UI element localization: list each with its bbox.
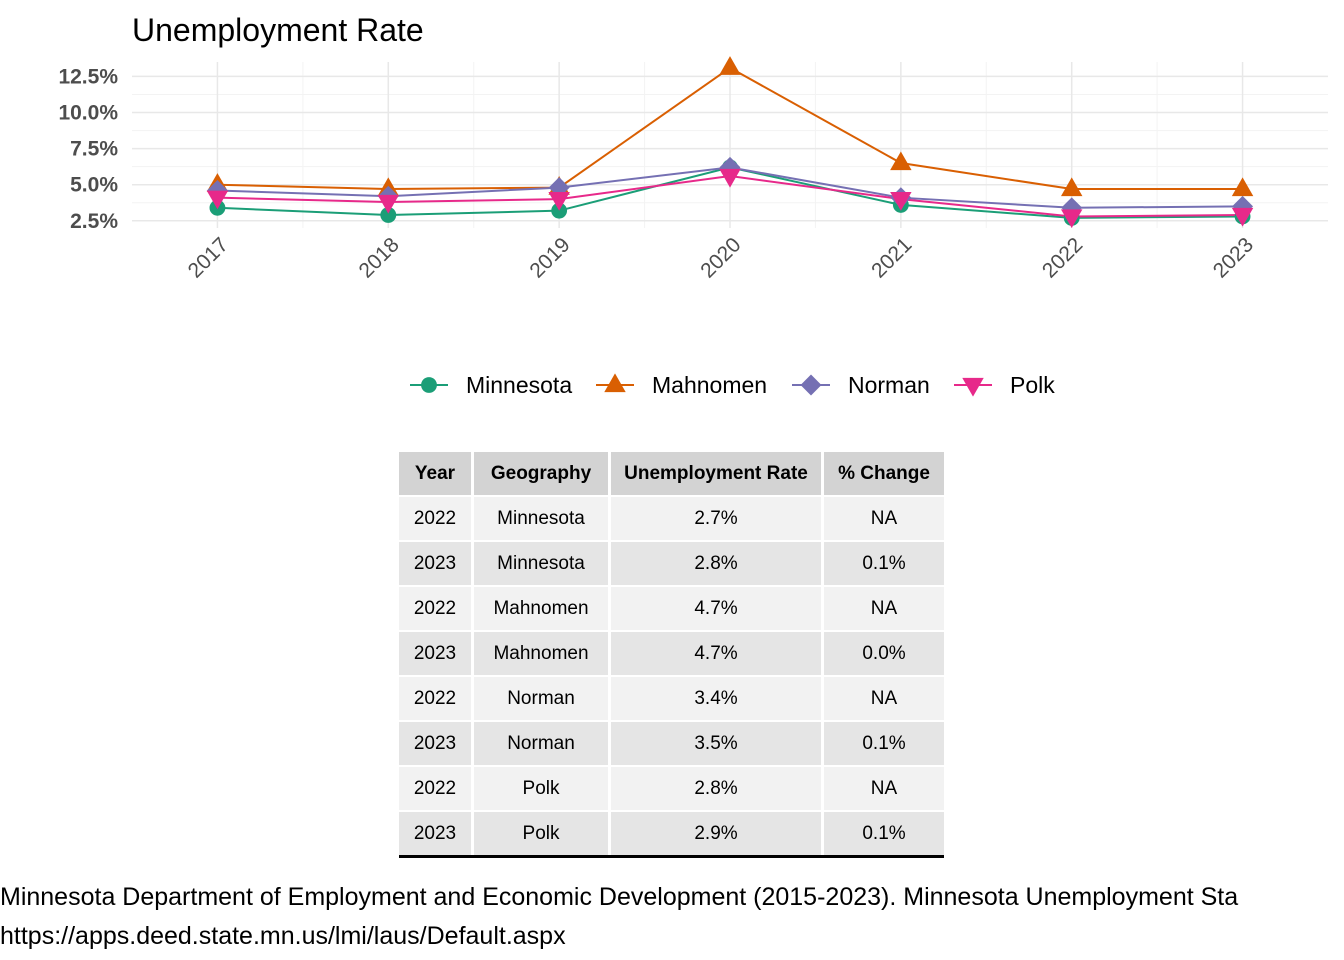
chart-title: Unemployment Rate	[132, 12, 424, 48]
legend-marker	[604, 373, 626, 393]
unemployment-chart: Unemployment Rate 2.5% 5.0% 7.5% 10.0% 12.5%…	[58, 12, 1328, 398]
data-point-polk	[890, 192, 912, 211]
legend-label: Minnesota	[466, 372, 572, 398]
y-axis-ticks: 2.5% 5.0% 7.5% 10.0% 12.5%	[58, 65, 118, 232]
data-point-polk	[206, 190, 229, 210]
table-cell: Mahnomen	[474, 587, 611, 632]
legend-item-minnesota: Minnesota	[410, 372, 572, 398]
table-cell: 2.7%	[611, 497, 824, 542]
table-cell: Minnesota	[474, 497, 611, 542]
source-url[interactable]: https://apps.deed.state.mn.us/lmi/laus/D…	[0, 922, 566, 950]
table-cell: Polk	[474, 767, 611, 812]
table-cell: 2023	[399, 632, 474, 677]
table-cell: 2.8%	[611, 542, 824, 587]
y-tick-label: 2.5%	[70, 210, 118, 233]
x-tick-label: 2021	[867, 233, 916, 282]
table-cell: NA	[824, 767, 944, 812]
data-point-polk	[1231, 207, 1254, 227]
y-tick-label: 12.5%	[58, 65, 118, 88]
header-year: Year	[399, 452, 474, 497]
legend-marker	[421, 377, 437, 393]
x-tick-label: 2018	[355, 233, 404, 282]
data-point-polk	[719, 168, 741, 188]
source-citation: Minnesota Department of Employment and E…	[0, 883, 1239, 911]
table-cell: NA	[824, 497, 944, 542]
x-tick-label: 2020	[696, 233, 745, 282]
table-row: 2023 Polk 2.9% 0.1%	[399, 812, 944, 855]
table-cell: NA	[824, 677, 944, 722]
legend-label: Norman	[848, 372, 930, 398]
y-tick-label: 7.5%	[70, 138, 118, 161]
chart-series	[206, 56, 1254, 229]
table-cell: 2.9%	[611, 812, 824, 855]
table-cell: 2.8%	[611, 767, 824, 812]
legend-marker	[800, 374, 822, 396]
x-tick-label: 2017	[184, 233, 233, 282]
table-cell: NA	[824, 587, 944, 632]
table-row: 2023 Mahnomen 4.7% 0.0%	[399, 632, 944, 677]
table-cell: 2023	[399, 812, 474, 855]
legend-item-mahnomen: Mahnomen	[596, 372, 767, 398]
header-percent-change: % Change	[824, 452, 944, 497]
header-geography: Geography	[474, 452, 611, 497]
table-cell: Minnesota	[474, 542, 611, 587]
legend-item-polk: Polk	[954, 372, 1055, 398]
table-header-row: Year Geography Unemployment Rate % Chang…	[399, 452, 944, 497]
table-cell: Norman	[474, 722, 611, 767]
table-row: 2022 Norman 3.4% NA	[399, 677, 944, 722]
table-row: 2023 Norman 3.5% 0.1%	[399, 722, 944, 767]
table-cell: 2023	[399, 722, 474, 767]
table-cell: 0.1%	[824, 812, 944, 855]
data-point-polk	[548, 192, 570, 211]
header-unemployment-rate: Unemployment Rate	[611, 452, 824, 497]
table-cell: 2023	[399, 542, 474, 587]
data-point-minnesota	[380, 207, 397, 223]
legend-item-norman: Norman	[792, 372, 930, 398]
table-cell: Norman	[474, 677, 611, 722]
unemployment-summary-table: Year Geography Unemployment Rate % Chang…	[399, 452, 944, 858]
table-cell: 4.7%	[611, 587, 824, 632]
table-cell: 2022	[399, 587, 474, 632]
y-tick-label: 10.0%	[58, 102, 118, 125]
x-tick-label: 2022	[1038, 233, 1087, 282]
x-tick-label: 2019	[525, 233, 574, 282]
data-point-mahnomen	[1231, 177, 1254, 197]
table-cell: 0.1%	[824, 542, 944, 587]
x-axis-ticks: 2017 2018 2019 2020 2021 2022 2023	[184, 233, 1258, 282]
data-point-mahnomen	[1060, 177, 1083, 197]
table-cell: Mahnomen	[474, 632, 611, 677]
table-cell: 3.4%	[611, 677, 824, 722]
legend-label: Mahnomen	[652, 372, 767, 398]
table-cell: 2022	[399, 767, 474, 812]
table-row: 2022 Polk 2.8% NA	[399, 767, 944, 812]
legend-label: Polk	[1010, 372, 1055, 398]
table-cell: Polk	[474, 812, 611, 855]
table-cell: 2022	[399, 497, 474, 542]
chart-grid	[132, 62, 1328, 228]
table-cell: 0.1%	[824, 722, 944, 767]
table-cell: 3.5%	[611, 722, 824, 767]
data-point-mahnomen	[719, 56, 741, 75]
data-point-polk	[377, 194, 400, 214]
data-point-norman	[548, 177, 570, 199]
data-point-polk	[1060, 209, 1083, 229]
table-cell: 4.7%	[611, 632, 824, 677]
chart-legend: Minnesota Mahnomen Norman Polk	[410, 372, 1055, 398]
data-point-mahnomen	[890, 151, 912, 171]
x-tick-label: 2023	[1209, 233, 1258, 282]
table-cell: 0.0%	[824, 632, 944, 677]
legend-marker	[962, 377, 984, 397]
table-row: 2023 Minnesota 2.8% 0.1%	[399, 542, 944, 587]
table-row: 2022 Mahnomen 4.7% NA	[399, 587, 944, 632]
y-tick-label: 5.0%	[70, 174, 118, 197]
table-row: 2022 Minnesota 2.7% NA	[399, 497, 944, 542]
table-cell: 2022	[399, 677, 474, 722]
